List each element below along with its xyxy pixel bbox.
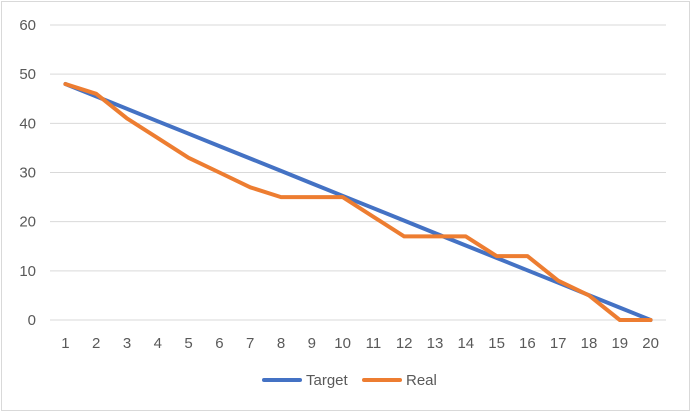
y-tick-label: 0 — [28, 312, 36, 329]
x-tick-label: 8 — [277, 335, 285, 352]
x-tick-label: 14 — [457, 335, 474, 352]
x-tick-label: 10 — [334, 335, 351, 352]
series-lines — [63, 82, 653, 322]
x-tick-label: 15 — [488, 335, 505, 352]
x-tick-label: 17 — [550, 335, 567, 352]
legend-label-target: Target — [306, 372, 349, 389]
series-line-real — [63, 82, 653, 322]
x-tick-label: 1 — [61, 335, 69, 352]
x-tick-label: 6 — [215, 335, 223, 352]
x-tick-label: 18 — [581, 335, 598, 352]
x-tick-label: 2 — [92, 335, 100, 352]
legend: Target Real — [262, 372, 437, 389]
x-tick-label: 7 — [246, 335, 254, 352]
x-tick-label: 12 — [396, 335, 413, 352]
x-tick-label: 20 — [642, 335, 659, 352]
x-tick-label: 4 — [154, 335, 162, 352]
x-tick-label: 3 — [123, 335, 131, 352]
x-tick-label: 19 — [611, 335, 628, 352]
series-line-target — [63, 82, 653, 322]
y-tick-label: 50 — [19, 66, 36, 83]
legend-label-real: Real — [406, 372, 437, 389]
y-tick-label: 10 — [19, 263, 36, 280]
x-tick-label: 11 — [366, 335, 382, 352]
y-tick-label: 60 — [19, 17, 36, 34]
x-tick-label: 13 — [427, 335, 444, 352]
y-axis-tick-labels: 0 10 20 30 40 50 60 — [19, 17, 36, 329]
x-tick-label: 16 — [519, 335, 536, 352]
x-tick-label: 5 — [184, 335, 192, 352]
y-tick-label: 20 — [19, 214, 36, 231]
gridlines — [50, 24, 666, 321]
y-tick-label: 40 — [19, 115, 36, 132]
y-tick-label: 30 — [19, 165, 36, 182]
x-tick-label: 9 — [308, 335, 316, 352]
x-axis-tick-labels: 1 2 3 4 5 6 7 8 9 10 11 12 13 14 15 16 17 18 19 20 — [61, 335, 659, 352]
